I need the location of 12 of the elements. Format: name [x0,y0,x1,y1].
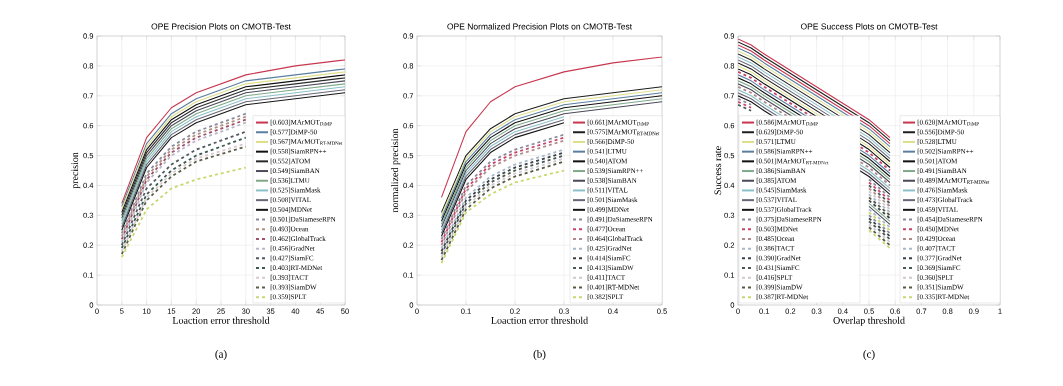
y-axis-title: Success rate [714,146,722,195]
chart-title: OPE Normalized Precision Plots on CMOTB-Test [447,23,633,30]
chart-title: OPE Precision Plots on CMOTB-Test [151,23,291,30]
text: (c) [863,350,875,360]
y-axis-title: normalized precision [391,128,401,213]
text: (b) [533,350,546,360]
x-axis-title: Loaction error threshold [172,316,270,324]
x-axis-title: Loaction error threshold [491,316,588,324]
chart-title: OPE Success Plots on CMOTB-Test [800,23,938,30]
y-axis-title: precision [71,152,81,189]
x-axis-title: Overlap threshold [833,316,905,326]
text: (a) [215,350,227,360]
